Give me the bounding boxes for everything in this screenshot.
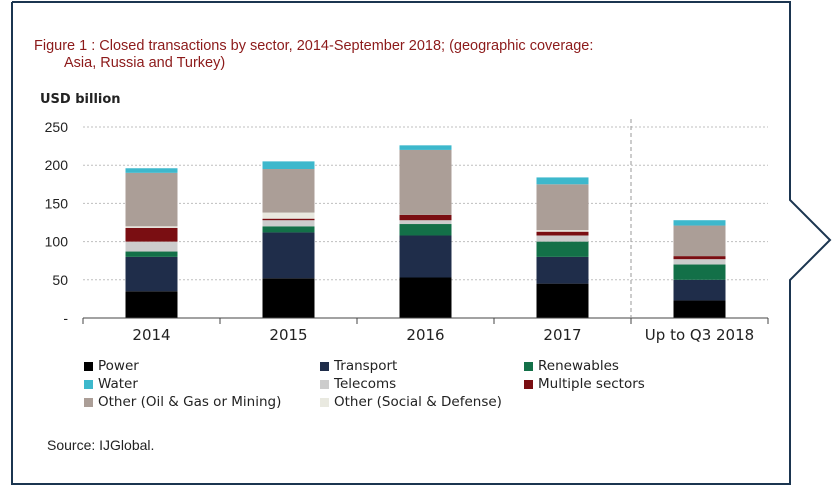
legend-label: Transport <box>334 358 398 374</box>
bar-segment-multiple-sectors <box>125 227 178 242</box>
x-tick-label: 2017 <box>543 326 581 344</box>
bar-segment-renewables <box>399 224 452 236</box>
bar-segment-telecoms <box>262 220 315 227</box>
legend-swatch <box>84 379 93 389</box>
legend-item: Other (Social & Defense) <box>320 394 502 410</box>
bar-segment-other-oil-gas-or-mining <box>536 184 589 231</box>
legend-item: Power <box>84 358 139 374</box>
bar-segment-transport <box>399 235 452 278</box>
bar-segment-other-oil-gas-or-mining <box>673 225 726 257</box>
bar-segment-other-social-defense <box>536 230 589 232</box>
legend-label: Multiple sectors <box>538 376 645 392</box>
bar-segment-power <box>399 277 452 318</box>
y-tick-label: 100 <box>45 234 69 250</box>
legend-label: Renewables <box>538 358 619 374</box>
legend-item: Multiple sectors <box>524 376 645 392</box>
legend-item: Water <box>84 376 138 392</box>
bar-segment-telecoms <box>399 220 452 225</box>
legend-swatch <box>84 361 93 371</box>
legend-swatch <box>320 361 329 371</box>
legend-label: Water <box>98 376 138 392</box>
bar-segment-transport <box>125 256 178 292</box>
bar-segment-water <box>536 177 589 185</box>
bar-segment-telecoms <box>536 235 589 242</box>
bar-segment-renewables <box>536 241 589 257</box>
y-tick-label: 50 <box>52 272 68 288</box>
x-tick-label: 2014 <box>132 326 170 344</box>
legend-swatch <box>320 379 329 389</box>
figure-title-line2: Asia, Russia and Turkey) <box>64 55 226 71</box>
legend-item: Telecoms <box>320 376 396 392</box>
y-axis-ticks: - 50 100 150 200 250 <box>45 119 69 326</box>
y-tick-label: 150 <box>45 195 69 211</box>
bar-segment-transport <box>262 232 315 279</box>
figure-title-line1: Figure 1 : Closed transactions by sector… <box>34 38 594 54</box>
bar-segment-renewables <box>262 226 315 233</box>
bars <box>125 145 726 318</box>
bar-segment-telecoms <box>673 259 726 265</box>
bar-segment-power <box>262 278 315 318</box>
figure-title: Figure 1 : Closed transactions by sector… <box>34 38 593 72</box>
legend-label: Telecoms <box>334 376 397 392</box>
bar-segment-other-social-defense <box>125 226 178 228</box>
bar-segment-renewables <box>125 251 178 257</box>
bar-segment-transport <box>673 279 726 301</box>
legend-swatch <box>84 397 93 407</box>
bar-segment-water <box>125 168 178 173</box>
legend-swatch <box>320 397 329 407</box>
legend-label: Other (Oil & Gas or Mining) <box>98 394 282 410</box>
source-note: Source: IJGlobal. <box>47 437 155 453</box>
legend-label: Power <box>98 358 139 374</box>
y-tick-label: 250 <box>45 119 69 135</box>
legend-label: Other (Social & Defense) <box>334 394 502 410</box>
bar-segment-multiple-sectors <box>536 231 589 236</box>
bar-segment-transport <box>536 256 589 284</box>
bar-segment-water <box>262 161 315 170</box>
bar-segment-other-oil-gas-or-mining <box>262 169 315 213</box>
bar-segment-multiple-sectors <box>399 214 452 221</box>
x-tick-label: 2015 <box>269 326 307 344</box>
bar-segment-water <box>673 220 726 226</box>
y-tick-label: - <box>63 310 68 326</box>
legend-swatch <box>524 361 533 371</box>
bar-segment-power <box>673 300 726 318</box>
legend-item: Renewables <box>524 358 619 374</box>
bar-segment-multiple-sectors <box>262 218 315 221</box>
x-axis: 2014 2015 2016 2017 Up to Q3 2018 <box>82 119 769 344</box>
bar-segment-renewables <box>673 264 726 280</box>
bar-segment-other-oil-gas-or-mining <box>125 172 178 227</box>
bar-segment-water <box>399 145 452 150</box>
y-tick-label: 200 <box>45 157 69 173</box>
bar-segment-other-oil-gas-or-mining <box>399 149 452 215</box>
bar-segment-telecoms <box>125 241 178 252</box>
x-tick-label: Up to Q3 2018 <box>645 326 754 344</box>
x-tick-label: 2016 <box>406 326 444 344</box>
bar-segment-power <box>125 291 178 318</box>
bar-segment-multiple-sectors <box>673 256 726 260</box>
bar-segment-power <box>536 283 589 318</box>
legend-swatch <box>524 379 533 389</box>
legend-item: Transport <box>320 358 397 374</box>
bar-segment-other-social-defense <box>262 212 315 219</box>
legend-item: Other (Oil & Gas or Mining) <box>84 394 281 410</box>
y-axis-unit-label: USD billion <box>40 92 121 107</box>
